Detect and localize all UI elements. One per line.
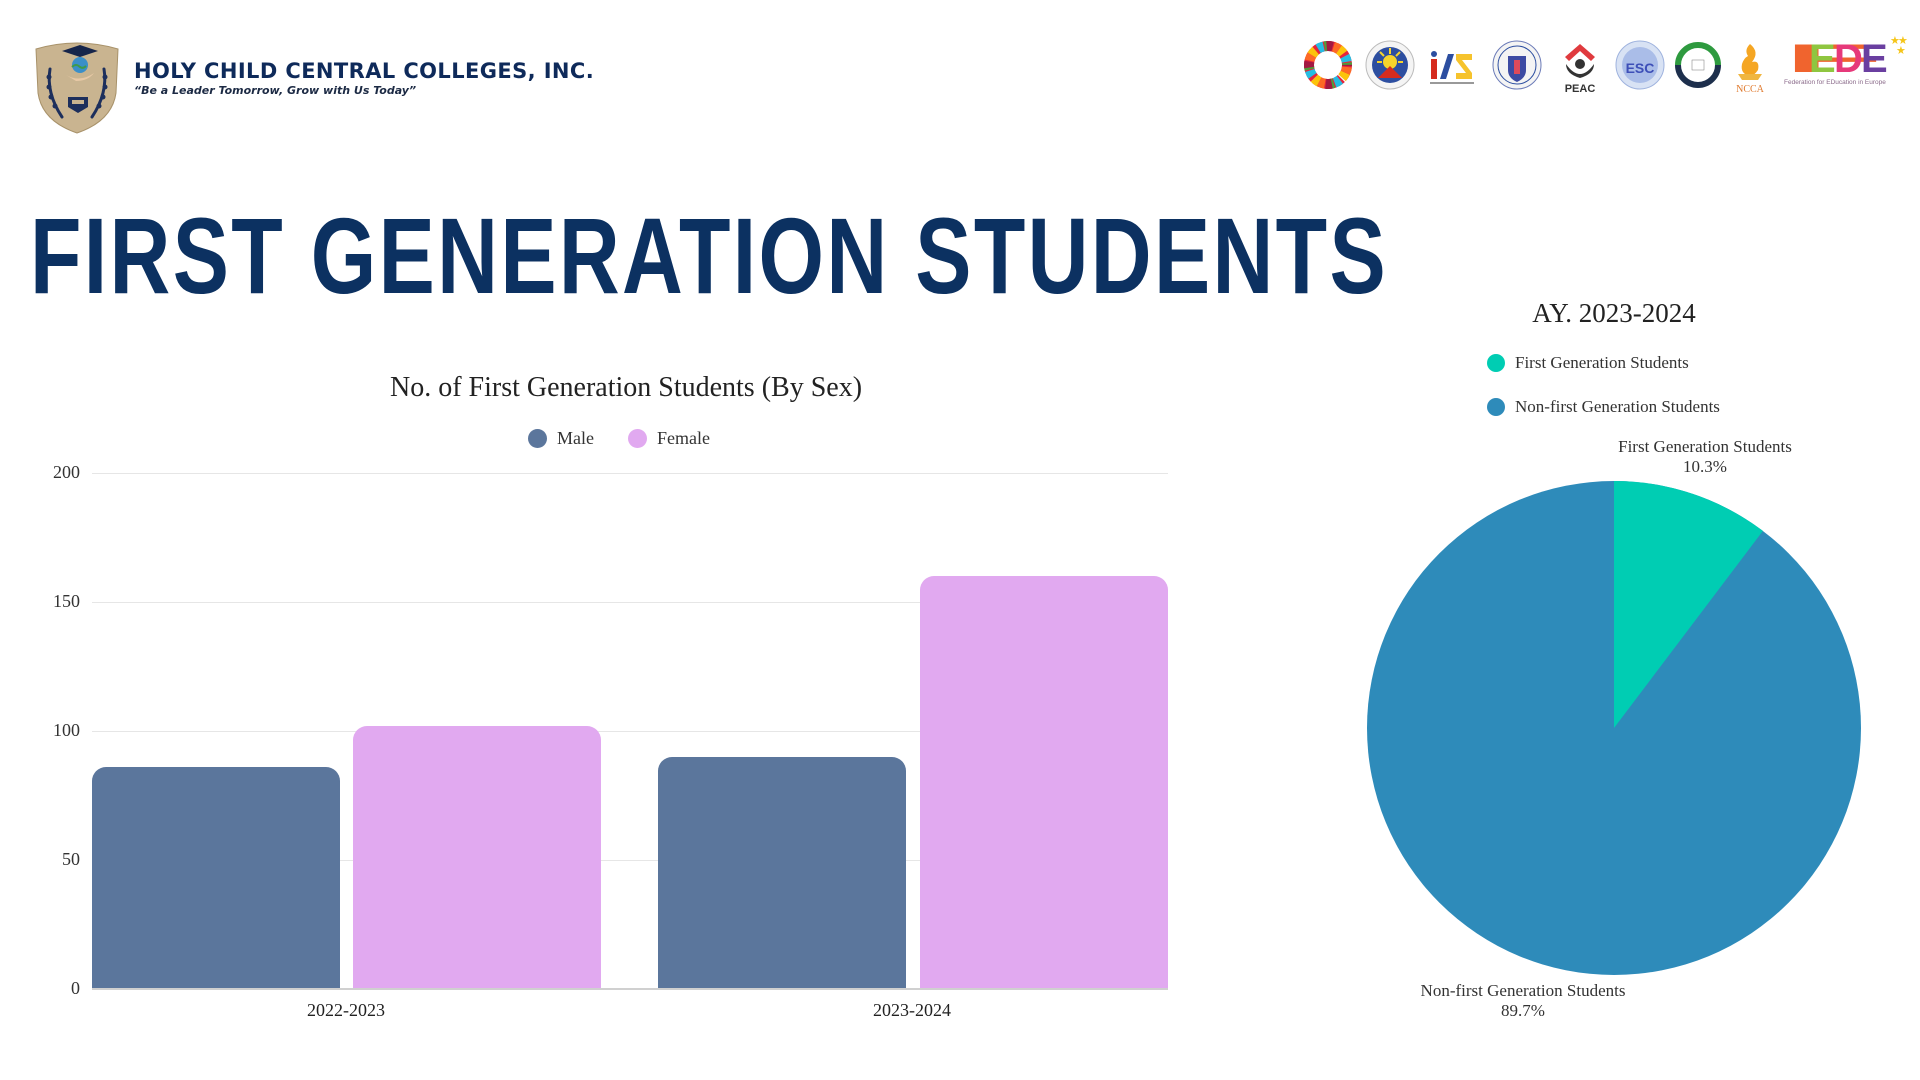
page-title: FIRST GENERATION STUDENTS	[30, 195, 1389, 316]
x-axis-line	[92, 988, 1168, 990]
pie-legend-non-first-gen[interactable]: Non-first Generation Students	[1487, 397, 1720, 417]
bar-male-2023-2024[interactable]	[658, 757, 906, 989]
legend-item-male[interactable]: Male	[528, 428, 594, 449]
legend-label-male: Male	[557, 428, 594, 448]
pie-label-non-first-gen-name: Non-first Generation Students	[1420, 981, 1626, 1000]
pie-chart-first-gen-share: AY. 2023-2024 First Generation Students …	[1340, 280, 1920, 1060]
pie-slice-first-gen[interactable]	[1614, 481, 1763, 728]
y-tick-100: 100	[53, 720, 80, 740]
bar-chart-first-gen-by-sex: No. of First Generation Students (By Sex…	[0, 360, 1200, 1040]
x-label-2022-2023: 2022-2023	[307, 1000, 385, 1020]
bar-chart-legend: Male Female	[528, 428, 744, 449]
svg-text:★: ★	[1890, 35, 1900, 47]
fede-sublabel: Federation for EDucation in Europe	[1784, 79, 1886, 86]
pie-label-non-first-gen: Non-first Generation Students 89.7%	[1383, 981, 1663, 1021]
pie-label-non-first-gen-pct: 89.7%	[1501, 1001, 1545, 1020]
institution-tagline: “Be a Leader Tomorrow, Grow with Us Toda…	[134, 84, 417, 97]
legend-label-female: Female	[656, 428, 710, 448]
y-tick-150: 150	[53, 591, 80, 611]
bar-female-2023-2024[interactable]	[920, 576, 1168, 989]
partner-logos: PEAC ESC NCCA F E D E ★ ★	[1300, 35, 1912, 102]
esc-label: ESC	[1626, 60, 1655, 76]
institution-brand: HOLY CHILD CENTRAL COLLEGES, INC. “Be a …	[32, 35, 594, 135]
ncca-logo: NCCA	[1730, 40, 1770, 95]
deped-seal-logo	[1492, 40, 1542, 90]
svg-text:★: ★	[1896, 45, 1906, 57]
green-ring-logo	[1673, 40, 1723, 90]
ched-seal-logo	[1365, 40, 1415, 90]
pie-label-first-gen-name: First Generation Students	[1618, 437, 1792, 456]
male-swatch-icon	[528, 429, 547, 448]
x-label-2023-2024: 2023-2024	[873, 1000, 951, 1020]
bar-chart-title: No. of First Generation Students (By Sex…	[389, 372, 863, 403]
svg-text:E: E	[1809, 37, 1836, 81]
school-crest-logo	[32, 35, 122, 135]
gridline-100	[92, 731, 1168, 732]
ias-logo	[1428, 40, 1478, 90]
pie-chart-title: AY. 2023-2024	[1532, 298, 1696, 328]
y-tick-0: 0	[71, 978, 80, 998]
gridline-150	[92, 602, 1168, 603]
bar-female-2022-2023[interactable]	[353, 726, 601, 989]
pie-legend-label-first-gen: First Generation Students	[1515, 353, 1689, 372]
peac-logo: PEAC	[1555, 40, 1605, 95]
svg-text:★: ★	[1898, 35, 1908, 47]
female-swatch-icon	[627, 429, 647, 448]
peac-label: PEAC	[1565, 83, 1596, 95]
gridline-200	[92, 473, 1168, 474]
gridline-50	[92, 860, 1168, 861]
pie-label-first-gen: First Generation Students 10.3%	[1595, 437, 1815, 477]
ncca-label: NCCA	[1736, 84, 1765, 95]
esc-logo: ESC	[1615, 40, 1665, 90]
y-tick-50: 50	[62, 849, 80, 869]
pie-legend-label-non-first-gen: Non-first Generation Students	[1515, 397, 1720, 416]
legend-item-female[interactable]: Female	[627, 428, 710, 449]
bar-male-2022-2023[interactable]	[92, 767, 340, 989]
svg-text:F: F	[1784, 37, 1884, 81]
fede-logo: F E D E ★ ★ ★ Federation for EDucation i…	[1782, 32, 1908, 92]
first-gen-swatch-icon	[1487, 354, 1505, 372]
institution-name: HOLY CHILD CENTRAL COLLEGES, INC.	[134, 59, 595, 83]
non-first-gen-swatch-icon	[1487, 398, 1505, 416]
pie-legend-first-gen[interactable]: First Generation Students	[1487, 353, 1689, 373]
pie-graphic	[1367, 481, 1861, 975]
svg-text:E: E	[1861, 37, 1888, 81]
svg-text:D: D	[1834, 37, 1863, 81]
pie-label-first-gen-pct: 10.3%	[1683, 457, 1727, 476]
sdg-wheel-logo	[1303, 40, 1353, 90]
y-tick-200: 200	[53, 462, 80, 482]
